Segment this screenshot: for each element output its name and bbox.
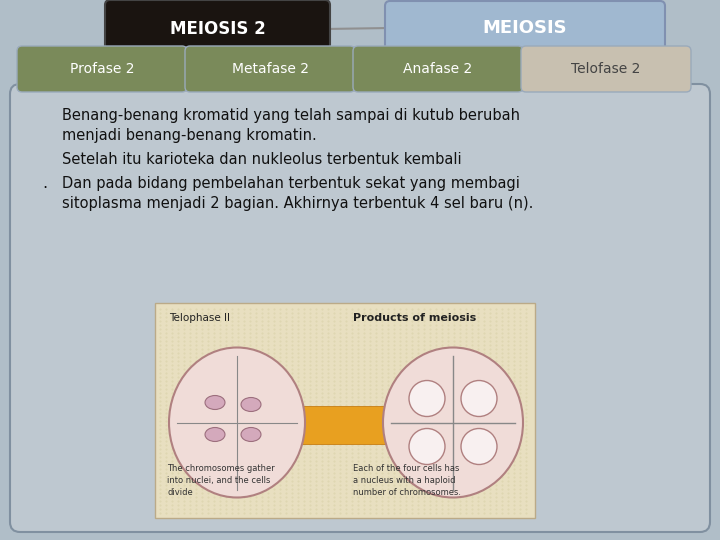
Text: Benang-benang kromatid yang telah sampai di kutub berubah: Benang-benang kromatid yang telah sampai… <box>62 108 520 123</box>
FancyBboxPatch shape <box>105 0 330 58</box>
Ellipse shape <box>205 395 225 409</box>
FancyBboxPatch shape <box>385 1 665 55</box>
Text: Anafase 2: Anafase 2 <box>403 62 472 76</box>
Text: Dan pada bidang pembelahan terbentuk sekat yang membagi: Dan pada bidang pembelahan terbentuk sek… <box>62 176 520 191</box>
Text: MEIOSIS: MEIOSIS <box>482 19 567 37</box>
Text: Telofase 2: Telofase 2 <box>571 62 641 76</box>
Circle shape <box>409 429 445 464</box>
Text: Metafase 2: Metafase 2 <box>232 62 308 76</box>
Text: sitoplasma menjadi 2 bagian. Akhirnya terbentuk 4 sel baru (n).: sitoplasma menjadi 2 bagian. Akhirnya te… <box>62 196 534 211</box>
FancyBboxPatch shape <box>521 46 691 92</box>
FancyBboxPatch shape <box>155 303 535 518</box>
Text: Telophase II: Telophase II <box>169 313 230 323</box>
Text: Setelah itu karioteka dan nukleolus terbentuk kembali: Setelah itu karioteka dan nukleolus terb… <box>62 152 462 167</box>
Circle shape <box>461 381 497 416</box>
Ellipse shape <box>205 428 225 442</box>
Text: The chromosomes gather
into nuclei, and the cells
divide: The chromosomes gather into nuclei, and … <box>167 464 275 497</box>
Ellipse shape <box>241 397 261 411</box>
Text: Each of the four cells has
a nucleus with a haploid
number of chromosomes.: Each of the four cells has a nucleus wit… <box>353 464 461 497</box>
Ellipse shape <box>241 428 261 442</box>
FancyBboxPatch shape <box>10 84 710 532</box>
Text: Profase 2: Profase 2 <box>70 62 134 76</box>
Text: .: . <box>42 176 47 191</box>
Ellipse shape <box>383 348 523 497</box>
FancyBboxPatch shape <box>185 46 355 92</box>
Circle shape <box>461 429 497 464</box>
FancyBboxPatch shape <box>17 46 187 92</box>
Text: Products of meiosis: Products of meiosis <box>353 313 476 323</box>
Circle shape <box>409 381 445 416</box>
Text: menjadi benang-benang kromatin.: menjadi benang-benang kromatin. <box>62 128 317 143</box>
Polygon shape <box>225 395 470 456</box>
FancyBboxPatch shape <box>353 46 523 92</box>
Ellipse shape <box>169 348 305 497</box>
Text: MEIOSIS 2: MEIOSIS 2 <box>170 20 266 38</box>
